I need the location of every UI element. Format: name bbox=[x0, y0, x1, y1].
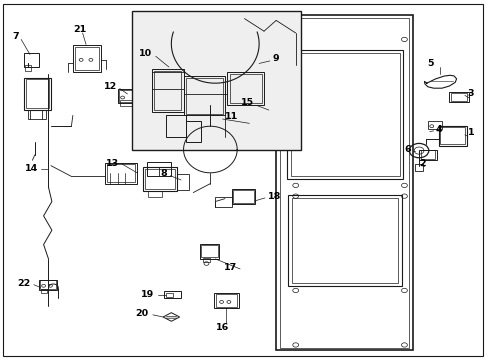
Bar bbox=[143, 167, 177, 191]
Bar bbox=[165, 293, 172, 297]
Text: 4: 4 bbox=[435, 125, 441, 134]
Text: 2: 2 bbox=[418, 159, 425, 168]
Bar bbox=[199, 244, 219, 259]
Text: 6: 6 bbox=[404, 145, 410, 154]
Bar bbox=[215, 197, 231, 207]
Bar bbox=[227, 72, 264, 105]
Bar bbox=[107, 164, 135, 182]
Text: 1: 1 bbox=[467, 128, 473, 137]
Text: 17: 17 bbox=[224, 264, 237, 273]
Bar bbox=[241, 101, 268, 116]
Text: 16: 16 bbox=[216, 323, 229, 332]
Bar bbox=[450, 93, 467, 101]
Bar bbox=[25, 64, 31, 71]
Bar bbox=[233, 190, 253, 203]
Text: 12: 12 bbox=[103, 82, 117, 91]
Bar bbox=[427, 121, 442, 129]
Bar bbox=[73, 45, 101, 72]
Bar bbox=[105, 163, 137, 184]
Bar bbox=[147, 162, 171, 176]
Bar bbox=[229, 74, 261, 103]
Bar bbox=[420, 150, 434, 159]
Bar bbox=[132, 12, 300, 149]
Bar bbox=[201, 244, 217, 257]
Bar bbox=[225, 115, 247, 127]
Bar bbox=[183, 76, 224, 116]
Text: 13: 13 bbox=[105, 159, 119, 168]
Bar bbox=[224, 102, 241, 116]
Bar bbox=[120, 100, 132, 107]
Bar bbox=[26, 79, 49, 108]
Text: 11: 11 bbox=[224, 112, 238, 121]
Text: 8: 8 bbox=[161, 169, 167, 178]
Bar bbox=[414, 164, 422, 171]
Bar bbox=[243, 102, 266, 115]
Bar bbox=[41, 289, 46, 293]
Text: 5: 5 bbox=[427, 59, 433, 68]
Bar bbox=[119, 90, 142, 102]
Text: 9: 9 bbox=[272, 54, 279, 63]
Bar bbox=[24, 53, 39, 67]
Bar bbox=[203, 258, 210, 262]
Bar bbox=[439, 127, 465, 144]
Text: 18: 18 bbox=[267, 192, 281, 201]
Bar bbox=[214, 293, 238, 309]
Bar bbox=[418, 149, 436, 160]
Text: 20: 20 bbox=[135, 309, 148, 318]
Bar bbox=[24, 78, 51, 110]
Bar bbox=[224, 114, 249, 128]
Bar bbox=[291, 198, 397, 283]
Bar bbox=[163, 291, 180, 298]
Bar bbox=[288, 195, 401, 286]
Bar bbox=[185, 121, 200, 142]
Bar bbox=[118, 89, 143, 103]
Text: 22: 22 bbox=[18, 279, 31, 288]
Bar bbox=[145, 168, 175, 189]
Bar bbox=[448, 92, 468, 102]
Bar bbox=[287, 50, 403, 179]
Bar bbox=[438, 126, 466, 146]
Bar bbox=[148, 191, 161, 197]
Text: 3: 3 bbox=[467, 89, 473, 98]
Bar bbox=[215, 294, 237, 307]
Bar bbox=[40, 280, 56, 289]
Bar bbox=[154, 71, 181, 110]
Bar bbox=[152, 69, 183, 112]
Bar bbox=[276, 15, 412, 350]
Bar bbox=[279, 18, 408, 348]
Text: 15: 15 bbox=[240, 98, 253, 107]
Bar bbox=[27, 110, 46, 119]
Bar bbox=[177, 174, 189, 190]
Text: 21: 21 bbox=[73, 25, 86, 34]
Text: 7: 7 bbox=[13, 32, 19, 41]
Bar bbox=[185, 78, 222, 114]
Bar bbox=[75, 46, 99, 70]
Bar bbox=[231, 189, 255, 204]
Bar bbox=[166, 116, 185, 137]
Bar bbox=[290, 53, 399, 176]
Text: 14: 14 bbox=[24, 164, 38, 173]
Text: 10: 10 bbox=[139, 49, 152, 58]
Bar bbox=[39, 280, 57, 291]
Text: 19: 19 bbox=[141, 289, 154, 298]
